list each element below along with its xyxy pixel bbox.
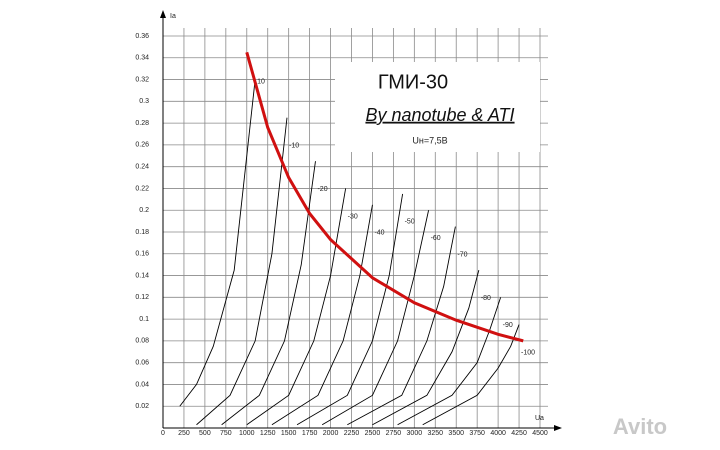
curve-label: -80: [481, 295, 491, 302]
curve-label: -90: [503, 322, 513, 329]
curve-label: -30: [348, 213, 358, 220]
title-box: [335, 62, 540, 152]
y-tick-label: 0.3: [139, 98, 149, 105]
x-tick-label: 1750: [302, 430, 318, 437]
curve: [246, 188, 347, 426]
y-tick-label: 0.12: [135, 294, 149, 301]
x-tick-label: 1250: [260, 430, 276, 437]
x-tick-label: 2250: [344, 430, 360, 437]
y-tick-label: 0.18: [135, 229, 149, 236]
curve-label: -20: [317, 186, 327, 193]
curve: [179, 79, 256, 407]
x-tick-label: 2500: [365, 430, 381, 437]
curve-label: -70: [457, 251, 467, 258]
annotation: Uн=7,5В: [412, 135, 447, 145]
x-tick-label: 500: [199, 430, 211, 437]
chart-subtitle: By nanotube & ATI: [365, 105, 514, 125]
y-axis-label: Ia: [170, 13, 176, 20]
curve-label: -60: [431, 235, 441, 242]
load-curve: [245, 51, 524, 343]
x-tick-label: 4250: [511, 430, 527, 437]
y-tick-label: 0.02: [135, 403, 149, 410]
x-tick-label: 0: [161, 430, 165, 437]
x-tick-label: 3500: [448, 430, 464, 437]
curve: [347, 226, 456, 426]
x-tick-label: 750: [220, 430, 232, 437]
y-tick-label: 0.22: [135, 185, 149, 192]
curve: [221, 161, 316, 426]
y-tick-label: 0.16: [135, 251, 149, 258]
curve-label: 10: [257, 78, 265, 85]
y-tick-label: 0.34: [135, 55, 149, 62]
curve-label: -100: [521, 349, 535, 356]
curve: [296, 193, 404, 426]
curve: [372, 269, 480, 426]
x-tick-label: 2750: [386, 430, 402, 437]
y-axis-arrow: [160, 10, 166, 18]
curve: [321, 210, 430, 426]
x-axis-arrow: [554, 425, 562, 431]
x-tick-label: 1000: [239, 430, 255, 437]
y-tick-label: 0.26: [135, 142, 149, 149]
y-tick-label: 0.04: [135, 381, 149, 388]
x-tick-label: 4500: [532, 430, 548, 437]
y-tick-label: 0.24: [135, 164, 149, 171]
curve: [397, 297, 502, 426]
x-tick-label: 3750: [469, 430, 485, 437]
curve: [196, 117, 288, 426]
curve-label: -40: [374, 230, 384, 237]
x-tick-label: 3250: [427, 430, 443, 437]
plot: 10 -10 -20 -30 -40 -50 -60 -70 -80 -90 -100: [179, 51, 535, 426]
curve-label: -10: [289, 143, 299, 150]
watermark: Avito: [613, 414, 667, 439]
y-tick-label: 0.28: [135, 120, 149, 127]
y-tick-label: 0.1: [139, 316, 149, 323]
x-tick-label: 4000: [490, 430, 506, 437]
y-tick-label: 0.06: [135, 360, 149, 367]
curve-label: -50: [405, 219, 415, 226]
curve: [271, 204, 373, 426]
y-tick-label: 0.32: [135, 76, 149, 83]
x-tick-label: 2000: [323, 430, 339, 437]
chart-title: ГМИ-30: [378, 71, 448, 93]
x-tick-label: 1500: [281, 430, 297, 437]
x-tick-label: 3000: [407, 430, 423, 437]
x-axis-label: Ua: [535, 415, 544, 422]
y-tick-label: 0.36: [135, 33, 149, 40]
y-tick-label: 0.08: [135, 338, 149, 345]
y-tick-label: 0.14: [135, 272, 149, 279]
x-tick-label: 250: [178, 430, 190, 437]
y-tick-label: 0.2: [139, 207, 149, 214]
